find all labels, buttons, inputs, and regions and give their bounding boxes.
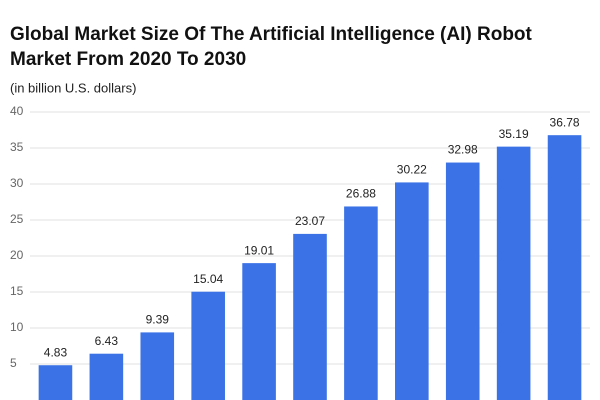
bar [293, 233, 327, 400]
bar [344, 206, 378, 400]
y-tick-label: 20 [10, 248, 24, 262]
bar [496, 146, 531, 400]
bar [38, 365, 73, 400]
bar [191, 291, 225, 400]
value-label: 23.07 [295, 214, 325, 228]
bar [395, 182, 429, 400]
value-label: 9.39 [146, 313, 170, 327]
value-label: 19.01 [244, 243, 274, 257]
value-label: 26.88 [346, 187, 376, 201]
bar [140, 332, 175, 400]
y-tick-label: 30 [10, 176, 24, 190]
value-label: 36.78 [550, 115, 580, 129]
value-label: 30.22 [397, 163, 427, 177]
bar [547, 135, 582, 400]
y-tick-label: 5 [10, 356, 17, 370]
y-tick-label: 35 [10, 140, 24, 154]
value-label: 6.43 [95, 334, 119, 348]
chart-title: Global Market Size Of The Artificial Int… [10, 24, 533, 45]
value-label: 15.04 [193, 272, 223, 286]
value-label: 32.98 [448, 143, 478, 157]
value-label: 35.19 [499, 127, 529, 141]
y-tick-label: 40 [10, 104, 24, 118]
y-tick-label: 10 [10, 320, 24, 334]
chart-subtitle: (in billion U.S. dollars) [10, 80, 136, 95]
value-label: 4.83 [44, 345, 68, 359]
y-tick-label: 15 [10, 284, 24, 298]
chart-title: Market From 2020 To 2030 [10, 49, 246, 70]
bar [445, 162, 480, 400]
bar [89, 353, 124, 400]
bar [242, 263, 276, 400]
y-tick-label: 25 [10, 212, 24, 226]
